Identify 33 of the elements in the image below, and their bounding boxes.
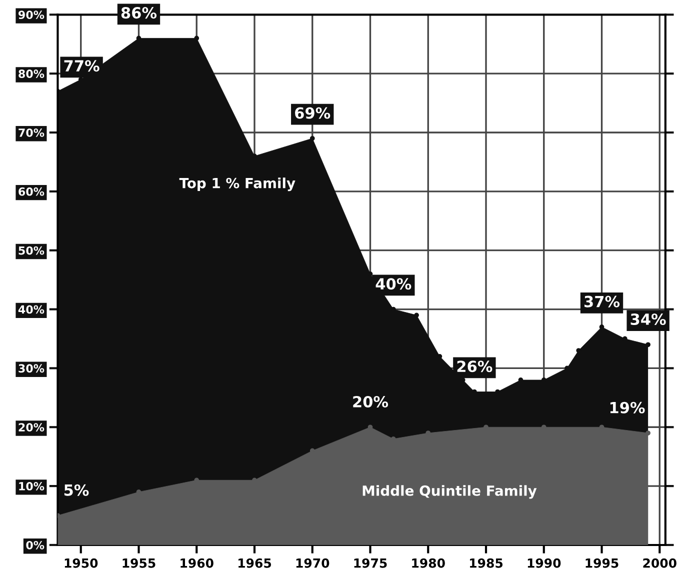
data-label: 19% [610, 402, 645, 414]
series-label: Middle Quintile Family [362, 485, 537, 499]
y-tick-label: 90% [18, 10, 44, 20]
series-label: Top 1 % Family [179, 178, 296, 192]
y-tick-label: 80% [18, 70, 44, 78]
x-tick-label: 1985 [470, 558, 503, 568]
data-label: 5% [64, 484, 89, 496]
y-tick-label: 0% [26, 540, 44, 550]
y-tick-label: 60% [18, 187, 44, 196]
y-tick-label: 10% [19, 482, 44, 490]
data-label: 69% [295, 107, 330, 119]
data-label: 77% [64, 60, 100, 72]
data-label: 37% [584, 296, 620, 308]
data-label: 34% [630, 313, 666, 326]
x-tick-label: 1990 [528, 558, 561, 568]
data-label: 86% [121, 7, 157, 19]
y-tick-label: 70% [18, 128, 44, 137]
x-tick-label: 1965 [238, 558, 272, 568]
y-tick-label: 30% [18, 364, 44, 373]
y-tick-label: 20% [18, 423, 44, 432]
x-tick-label: 2000 [643, 558, 676, 568]
x-tick-label: 1955 [122, 558, 156, 568]
x-tick-label: 1980 [412, 558, 445, 568]
x-tick-label: 1970 [296, 558, 330, 568]
x-tick-label: 1975 [354, 558, 387, 568]
data-label: 20% [353, 396, 388, 408]
x-tick-label: 1995 [586, 558, 618, 568]
y-tick-label: 40% [18, 305, 44, 314]
y-tick-label: 50% [18, 246, 44, 255]
data-label: 26% [457, 360, 492, 372]
x-tick-label: 1950 [64, 558, 98, 568]
data-label: 40% [376, 278, 412, 290]
x-tick-label: 1960 [180, 558, 214, 568]
